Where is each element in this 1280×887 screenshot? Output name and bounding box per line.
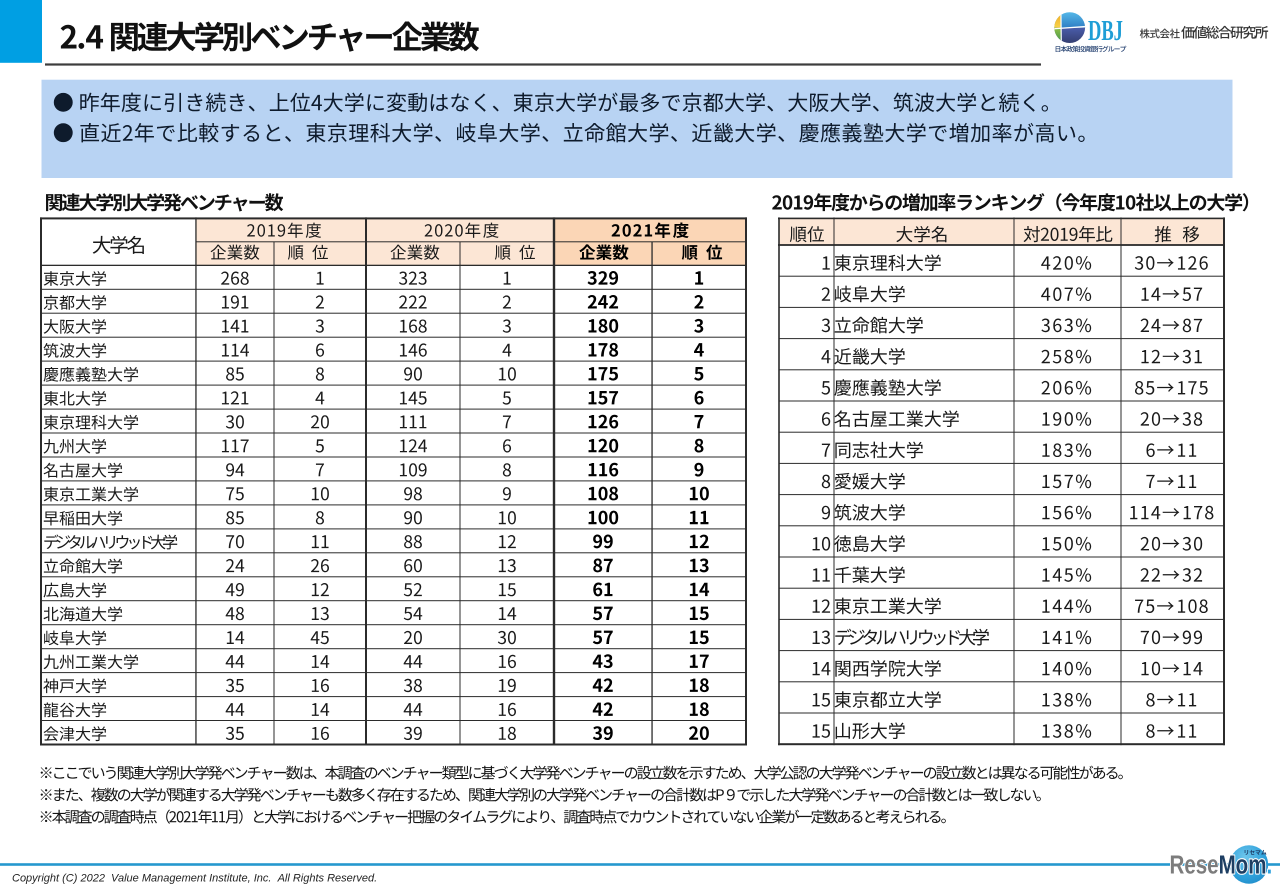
svg-text:DBJ: DBJ (1088, 17, 1123, 48)
svg-text:ReseMom.: ReseMom. (1170, 850, 1273, 879)
svg-text:Copyright (C) 2022 Value Mana: Copyright (C) 2022 Value Management Inst… (12, 873, 377, 885)
